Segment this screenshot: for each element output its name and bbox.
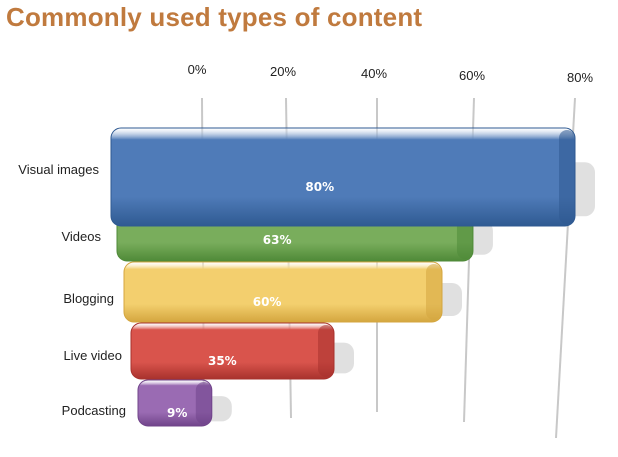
value-label: 35% bbox=[208, 354, 237, 368]
value-label: 63% bbox=[263, 233, 292, 247]
category-label: Podcasting bbox=[62, 403, 126, 418]
value-label: 60% bbox=[253, 295, 282, 309]
bar-podcasting bbox=[137, 379, 232, 427]
bar-blogging bbox=[123, 261, 462, 323]
chart-title: Commonly used types of content bbox=[6, 2, 423, 32]
value-label: 80% bbox=[305, 180, 334, 194]
bar-end-cap bbox=[318, 325, 334, 377]
x-tick-label: 40% bbox=[361, 66, 387, 81]
x-tick-label: 60% bbox=[459, 68, 485, 83]
bar-body bbox=[130, 322, 335, 380]
bar-body bbox=[110, 127, 576, 227]
x-tick-label: 0% bbox=[188, 62, 207, 77]
category-label: Live video bbox=[63, 348, 122, 363]
bar-end-cap bbox=[195, 382, 212, 424]
bar-end-cap bbox=[559, 130, 575, 224]
bar-end-cap bbox=[426, 264, 442, 320]
bar-visual-images bbox=[110, 127, 595, 227]
x-tick-label: 20% bbox=[270, 64, 296, 79]
category-label: Blogging bbox=[63, 291, 114, 306]
x-tick-label: 80% bbox=[567, 70, 593, 85]
bar-body bbox=[123, 261, 443, 323]
category-label: Videos bbox=[61, 229, 101, 244]
bar-live-video bbox=[130, 322, 354, 380]
category-label: Visual images bbox=[18, 162, 99, 177]
value-label: 9% bbox=[167, 406, 187, 420]
